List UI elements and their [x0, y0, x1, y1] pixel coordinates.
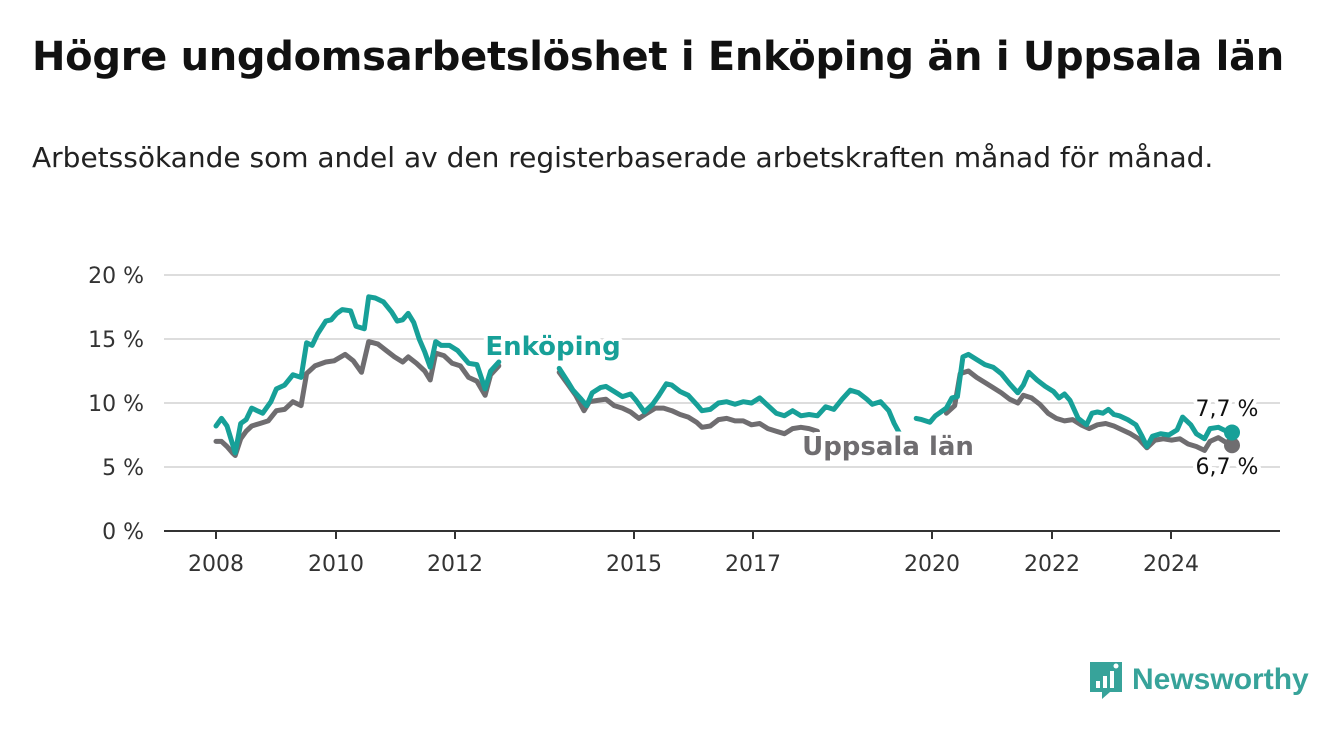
end-value-uppsala-lan-halo: 6,7 % — [1196, 455, 1259, 480]
x-tick-label: 2015 — [606, 552, 662, 577]
end-value-enkoping-halo: 7,7 % — [1196, 397, 1259, 422]
series-line-enkoping — [213, 294, 502, 456]
y-tick-label: 20 % — [88, 264, 144, 289]
y-tick-label: 15 % — [88, 328, 144, 353]
y-tick-label: 5 % — [102, 456, 144, 481]
end-point-enkoping — [1224, 424, 1240, 441]
series-lines — [213, 294, 1240, 458]
series-label-enkoping-halo: Enköping — [485, 332, 620, 362]
series-label-uppsala-lan: Uppsala län — [802, 432, 974, 462]
y-tick-label: 0 % — [102, 520, 144, 545]
line-chart: 0 %5 %10 %15 %20 % 2008 2010 2012 2015 2017 2… — [88, 264, 1280, 577]
series-line-enkoping — [913, 351, 1235, 449]
chart-subtitle: Arbetssökande som andel av den registerb… — [32, 141, 1214, 174]
end-value-uppsala-lan: 6,7 % — [1196, 455, 1259, 480]
series-label-uppsala-lan-halo: Uppsala län — [802, 432, 974, 462]
series-label-enkoping: Enköping — [485, 332, 620, 362]
x-tick-label: 2024 — [1143, 552, 1199, 577]
series-line-enkoping — [556, 365, 903, 437]
x-tick-label: 2010 — [308, 552, 364, 577]
brand-logo[interactable]: Newsworthy — [1088, 660, 1309, 700]
x-tick-label: 2020 — [904, 552, 960, 577]
brand-name: Newsworthy — [1132, 663, 1309, 696]
x-tick-label: 2017 — [725, 552, 781, 577]
series-line-uppsala-lan — [556, 369, 820, 437]
end-point-uppsala-lan — [1224, 437, 1240, 454]
series-line-uppsala-lan — [213, 339, 502, 458]
series-line-uppsala-lan — [943, 368, 1235, 453]
x-tick-label: 2022 — [1024, 552, 1080, 577]
newsworthy-logo-icon — [1090, 662, 1122, 699]
y-tick-label: 10 % — [88, 392, 144, 417]
x-tick-label: 2012 — [427, 552, 483, 577]
x-tick-label: 2008 — [188, 552, 244, 577]
end-value-enkoping: 7,7 % — [1196, 397, 1259, 422]
x-axis: 2008 2010 2012 2015 2017 2020 2022 2024 — [188, 531, 1199, 577]
chart-title: Högre ungdomsarbetslöshet i Enköping än … — [32, 34, 1284, 80]
y-axis: 0 % 5 % 10 % 15 % 20 % — [88, 264, 144, 545]
